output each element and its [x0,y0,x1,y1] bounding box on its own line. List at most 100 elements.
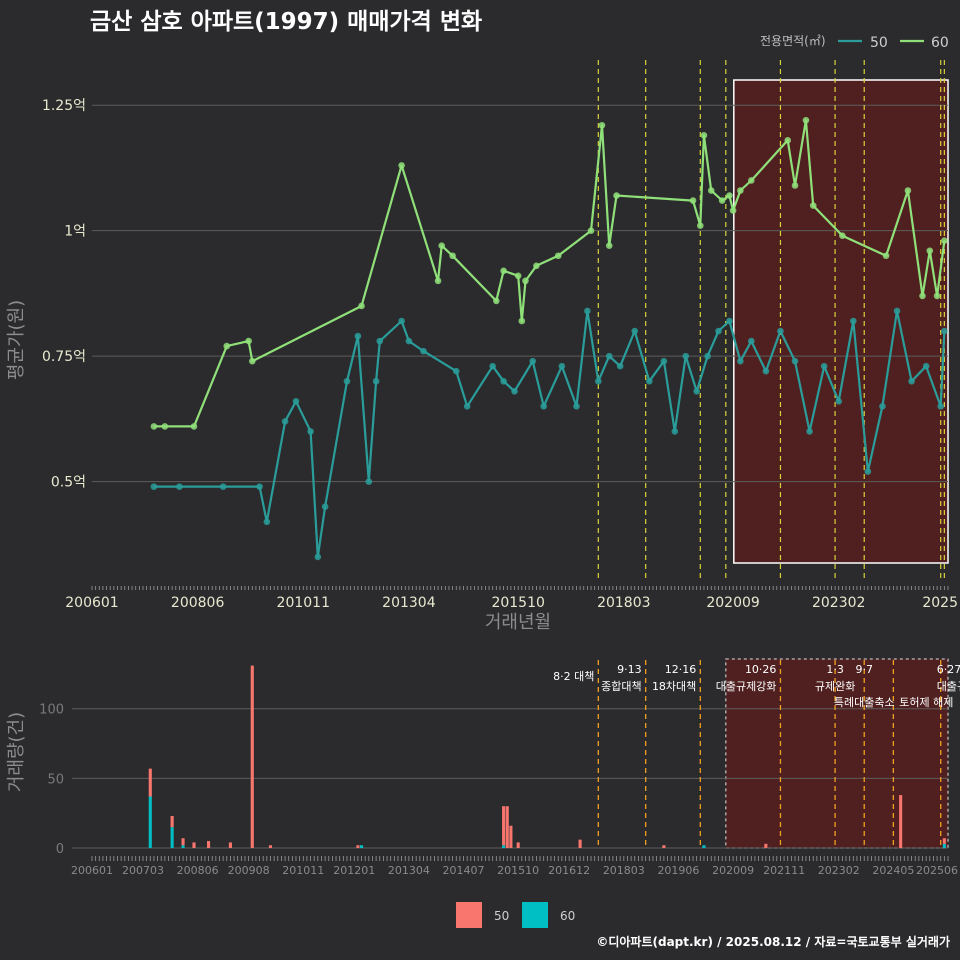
data-point-60 [522,277,529,285]
volume-bar-50 [578,839,582,848]
data-point-50 [452,367,460,375]
bottom-x-tick-label: 202111 [763,864,805,877]
data-point-60 [700,132,708,139]
annotation-date: 9·13 [617,663,642,676]
data-point-60 [748,177,755,184]
data-point-50 [737,357,744,365]
data-point-50 [314,553,322,561]
bottom-x-tick-label: 202302 [818,864,860,877]
bottom-x-tick-label: 202405 [872,864,914,877]
x-tick-label: 200806 [171,595,225,611]
data-point-60 [554,252,562,260]
annotation-label: 토허제 해제 [899,695,953,709]
legend-swatch-bar-60 [522,902,548,928]
data-point-50 [762,367,770,375]
data-point-60 [223,342,231,350]
x-tick-label: 202302 [812,595,865,611]
data-point-50 [605,352,613,360]
volume-bar-60 [360,845,364,848]
volume-bar-60 [942,843,946,848]
annotation-label: 규제완화 [815,680,855,693]
x-tick-label: 201304 [382,595,436,611]
data-point-50 [726,317,733,325]
legend-title: 전용면적(㎡) [760,34,826,48]
volume-bar-60 [702,845,706,848]
volume-bar-50 [899,795,903,848]
data-point-60 [587,227,595,234]
volume-bar-60 [181,845,185,848]
legend-bar-label-50: 50 [494,909,509,923]
volume-bar-50 [170,815,174,828]
annotation-date: 1·3 [826,663,844,676]
data-point-60 [697,222,704,229]
y-tick-label: 1.25억 [42,98,86,114]
legend-bar-label-60: 60 [560,909,575,923]
legend-label-60: 60 [931,35,949,51]
bottom-x-tick-label: 200703 [122,864,164,877]
data-point-50 [616,362,624,370]
annotation-date: 6·27 [937,663,960,676]
annotation-date: 9·7 [855,663,873,676]
data-point-50 [660,357,668,365]
data-point-50 [176,483,183,490]
x-tick-label: 201803 [597,595,650,611]
bottom-x-tick-label: 201612 [548,864,590,877]
data-point-60 [605,242,613,250]
y-tick-label: 1억 [64,224,86,240]
volume-bar-50 [181,838,185,846]
volume-bar-50 [228,842,232,848]
data-point-60 [707,187,715,194]
data-point-60 [245,337,252,345]
annotation-label: 종합대책 [601,680,641,693]
bottom-y-tick-label: 50 [47,772,64,787]
annotation-label: 18차대책 [652,680,696,693]
data-point-60 [438,242,445,250]
top-x-axis-title: 거래년월 [485,612,551,633]
data-point-60 [598,121,606,129]
volume-bar-50 [502,806,506,846]
data-point-50 [398,317,405,325]
volume-bar-60 [502,845,506,848]
data-point-60 [737,187,744,194]
data-point-60 [809,202,817,209]
data-point-50 [281,418,289,425]
bottom-x-tick-label: 201201 [333,864,375,877]
volume-bar-60 [170,827,174,848]
data-point-50 [704,352,711,360]
data-point-60 [398,162,405,169]
data-point-50 [489,362,496,370]
data-point-50 [219,483,227,490]
bottom-y-axis-title: 거래량(건) [6,712,27,792]
data-point-60 [718,197,726,204]
volume-bar-50 [509,825,513,848]
bottom-highlight-region [725,658,949,849]
data-point-60 [190,423,198,430]
data-point-60 [434,277,442,285]
bottom-x-tick-label: 202506 [916,864,958,877]
x-tick-label: 200601 [65,595,118,611]
volume-bar-50 [192,842,196,848]
volume-bar-60 [148,796,152,848]
data-point-50 [558,362,566,370]
data-point-50 [631,327,639,335]
volume-bar-50 [268,845,273,848]
data-point-60 [248,357,256,365]
annotation-label: 8·2 대책 [553,670,594,683]
data-point-50 [908,377,915,385]
y-tick-label: 0.75억 [42,349,86,365]
data-point-50 [376,337,384,345]
data-point-50 [584,307,591,315]
series-line-50 [153,309,946,558]
bottom-x-tick-label: 201304 [388,864,430,877]
bottom-x-tick-label: 200908 [228,864,270,877]
data-point-60 [933,292,941,300]
data-point-50 [405,337,413,345]
top-legend: 전용면적(㎡) 50 60 [760,34,949,51]
bottom-y-tick-label: 100 [39,703,64,718]
data-point-50 [307,428,314,435]
data-point-50 [365,478,373,485]
data-point-50 [343,377,351,385]
data-point-50 [806,428,813,435]
data-point-50 [595,377,602,385]
annotation-label: 대출규 [937,680,960,693]
